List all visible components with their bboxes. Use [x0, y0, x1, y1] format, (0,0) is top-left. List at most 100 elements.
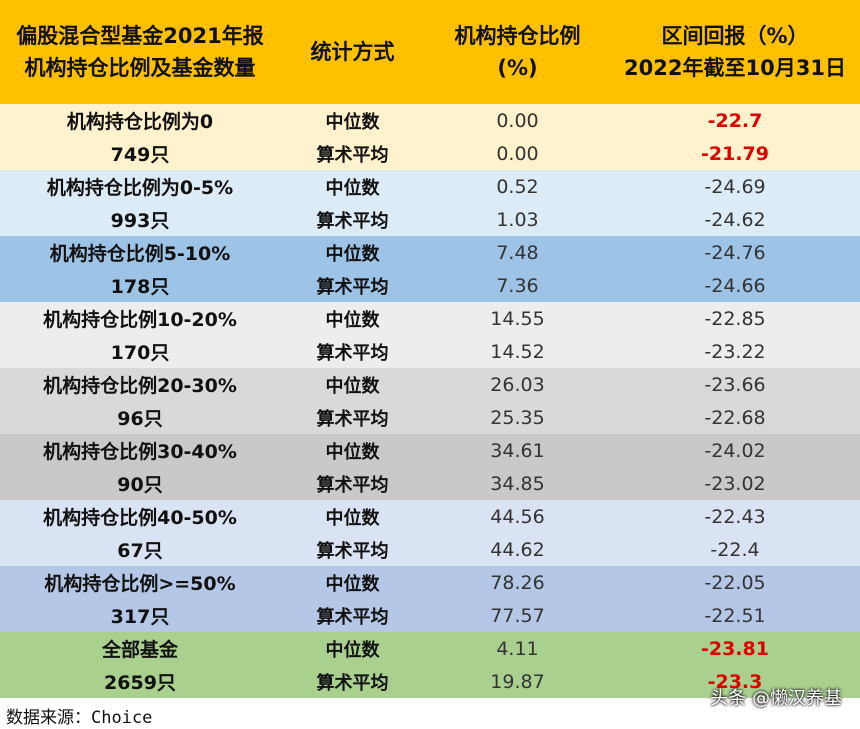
holding-ratio: 19.87: [490, 670, 545, 693]
stat-method: 算术平均: [316, 276, 389, 298]
stat-method: 算术平均: [316, 210, 389, 232]
data-row: 机构持仓比例20-30% 中位数 26.03 -23.66: [0, 368, 860, 401]
period-return: -24.76: [704, 241, 766, 264]
fund-count: 317只: [110, 606, 170, 628]
period-return: -22.85: [704, 307, 766, 330]
header-cell: 机构持仓比例 (%): [425, 0, 610, 104]
data-row: 机构持仓比例5-10% 中位数 7.48 -24.76: [0, 236, 860, 269]
stat-method: 中位数: [325, 309, 380, 331]
stat-method: 中位数: [325, 441, 380, 463]
holding-ratio: 7.48: [496, 241, 539, 264]
header-row: 偏股混合型基金2021年报 机构持仓比例及基金数量 统计方式 机构持仓比例 (%) 区间回…: [0, 0, 860, 104]
holding-ratio: 0.00: [496, 109, 539, 132]
data-row: 机构持仓比例>=50% 中位数 78.26 -22.05: [0, 566, 860, 599]
period-return: -23.22: [704, 340, 766, 363]
group-label: 机构持仓比例5-10%: [49, 243, 231, 265]
holding-ratio: 44.56: [490, 505, 545, 528]
data-row: 机构持仓比例40-50% 中位数 44.56 -22.43: [0, 500, 860, 533]
stat-method: 中位数: [325, 177, 380, 199]
data-row: 机构持仓比例10-20% 中位数 14.55 -22.85: [0, 302, 860, 335]
holding-ratio: 14.52: [490, 340, 545, 363]
stat-method: 中位数: [325, 111, 380, 133]
fund-count: 178只: [110, 276, 170, 298]
holding-ratio: 25.35: [490, 406, 545, 429]
header-line: 统计方式: [310, 40, 395, 64]
period-return: -22.05: [704, 571, 766, 594]
fund-count: 749只: [110, 144, 170, 166]
period-return: -22.7: [707, 109, 763, 132]
fund-count: 170只: [110, 342, 170, 364]
data-row: 96只 算术平均 25.35 -22.68: [0, 401, 860, 434]
header-line: 2022年截至10月31日: [624, 56, 846, 80]
holding-ratio: 7.36: [496, 274, 539, 297]
period-return: -21.79: [701, 142, 769, 165]
group-label: 机构持仓比例为0-5%: [46, 177, 234, 199]
header-title-line: 机构持仓比例及基金数量: [24, 56, 256, 80]
stat-method: 算术平均: [316, 474, 389, 496]
header-line: 机构持仓比例: [454, 24, 581, 48]
header-cell: 区间回报（%） 2022年截至10月31日: [610, 0, 860, 104]
data-row: 2659只 算术平均 19.87 -23.3: [0, 665, 860, 698]
holding-ratio: 44.62: [490, 538, 545, 561]
group-label: 全部基金: [101, 639, 178, 661]
data-row: 178只 算术平均 7.36 -24.66: [0, 269, 860, 302]
stat-method: 算术平均: [316, 144, 389, 166]
period-return: -23.66: [704, 373, 766, 396]
holding-ratio: 78.26: [490, 571, 545, 594]
stat-method: 中位数: [325, 243, 380, 265]
watermark: 头条 @懒汉养基: [710, 688, 842, 709]
header-line: 区间回报（%）: [661, 24, 809, 48]
period-return: -23.02: [704, 472, 766, 495]
holding-ratio: 0.00: [496, 142, 539, 165]
stat-method: 算术平均: [316, 408, 389, 430]
header-title-line: 偏股混合型基金2021年报: [16, 24, 264, 48]
fund-count: 2659只: [104, 672, 176, 694]
fund-count: 90只: [117, 474, 163, 496]
holding-ratio: 1.03: [496, 208, 539, 231]
holding-ratio: 4.11: [496, 637, 539, 660]
group-label: 机构持仓比例30-40%: [43, 441, 237, 463]
data-row: 317只 算术平均 77.57 -22.51: [0, 599, 860, 632]
data-row: 机构持仓比例30-40% 中位数 34.61 -24.02: [0, 434, 860, 467]
group-label: 机构持仓比例20-30%: [43, 375, 237, 397]
data-row: 90只 算术平均 34.85 -23.02: [0, 467, 860, 500]
data-row: 全部基金 中位数 4.11 -23.81: [0, 632, 860, 665]
header-cell: 统计方式: [280, 0, 425, 104]
data-row: 749只 算术平均 0.00 -21.79: [0, 137, 860, 170]
table-header: 偏股混合型基金2021年报 机构持仓比例及基金数量 统计方式 机构持仓比例 (%) 区间回…: [0, 0, 860, 104]
fund-count: 993只: [110, 210, 170, 232]
stat-method: 算术平均: [316, 540, 389, 562]
period-return: -24.66: [704, 274, 766, 297]
holding-ratio: 14.55: [490, 307, 545, 330]
period-return: -24.69: [704, 175, 766, 198]
fund-count: 96只: [117, 408, 163, 430]
holding-ratio: 34.85: [490, 472, 545, 495]
period-return: -24.62: [704, 208, 766, 231]
period-return: -22.51: [704, 604, 766, 627]
period-return: -22.4: [710, 538, 760, 561]
group-label: 机构持仓比例40-50%: [43, 507, 237, 529]
stat-method: 中位数: [325, 375, 380, 397]
stat-method: 算术平均: [316, 606, 389, 628]
data-row: 机构持仓比例为0-5% 中位数 0.52 -24.69: [0, 170, 860, 203]
stat-method: 中位数: [325, 639, 380, 661]
holding-ratio: 34.61: [490, 439, 545, 462]
period-return: -23.81: [701, 637, 769, 660]
data-table: 偏股混合型基金2021年报 机构持仓比例及基金数量 统计方式 机构持仓比例 (%) 区间回…: [0, 0, 860, 698]
period-return: -23.3: [707, 670, 763, 693]
fund-count: 67只: [117, 540, 163, 562]
table-body: 机构持仓比例为0 中位数 0.00 -22.7 749只 算术平均 0.00 -21.79 机构…: [0, 104, 860, 698]
data-row: 170只 算术平均 14.52 -23.22: [0, 335, 860, 368]
group-label: 机构持仓比例10-20%: [43, 309, 237, 331]
data-row: 机构持仓比例为0 中位数 0.00 -22.7: [0, 104, 860, 137]
data-row: 67只 算术平均 44.62 -22.4: [0, 533, 860, 566]
data-row: 993只 算术平均 1.03 -24.62: [0, 203, 860, 236]
stat-method: 算术平均: [316, 672, 389, 694]
holding-ratio: 0.52: [496, 175, 539, 198]
holding-ratio: 26.03: [490, 373, 545, 396]
period-return: -22.68: [704, 406, 766, 429]
header-line: (%): [497, 56, 538, 80]
